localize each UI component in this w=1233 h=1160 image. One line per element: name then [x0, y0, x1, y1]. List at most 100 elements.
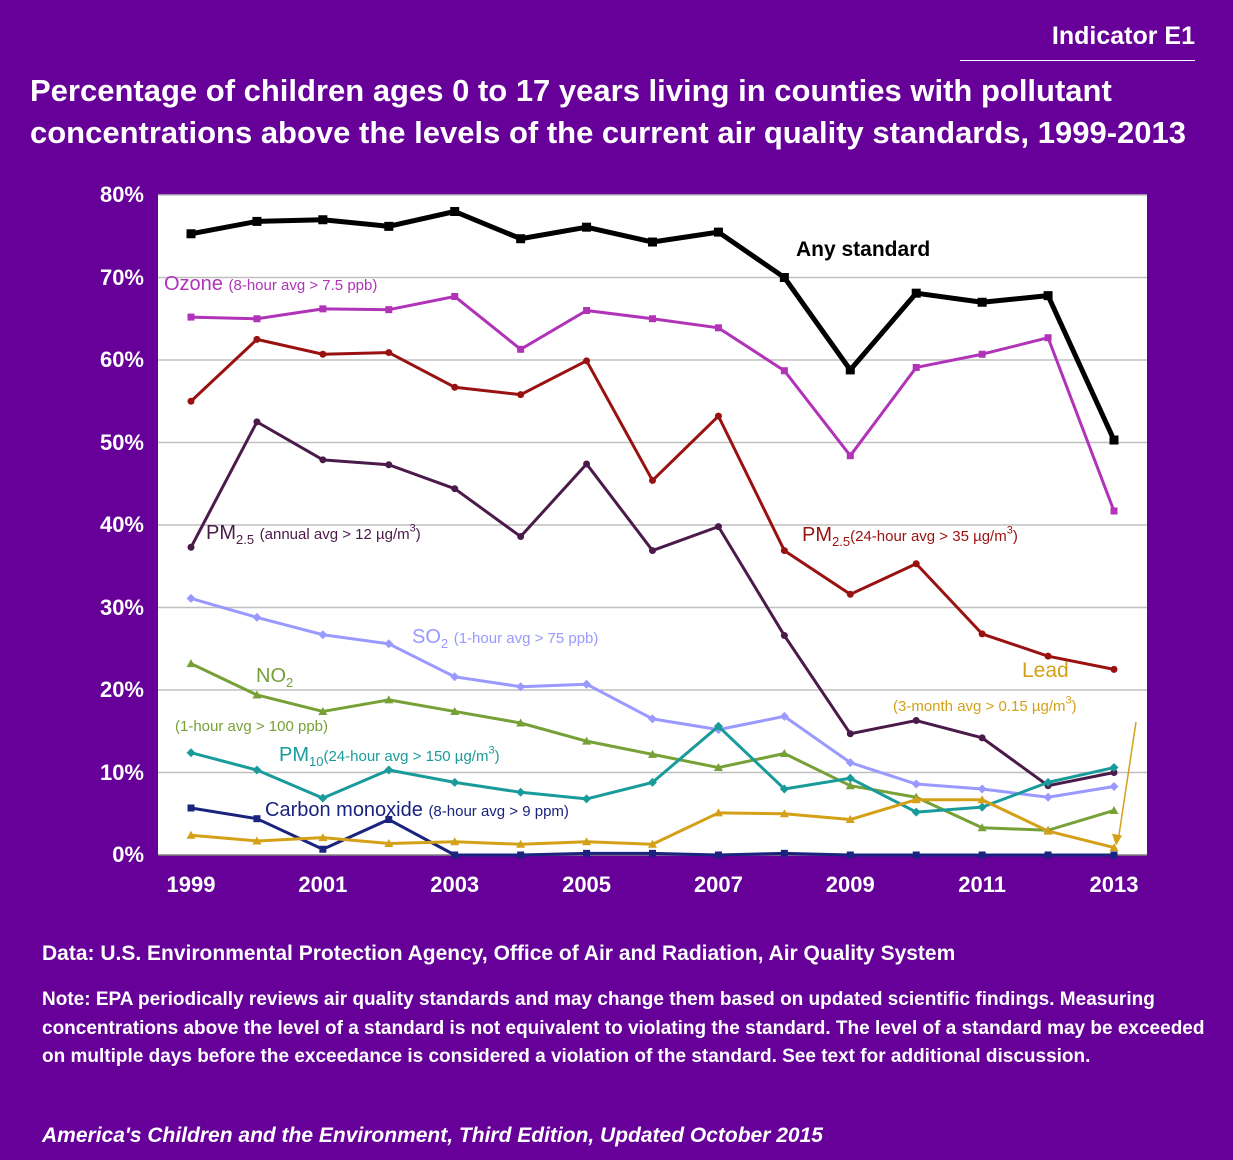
label-pm10: PM10(24-hour avg > 150 µg/m3): [279, 744, 500, 769]
data-point-pm25_annual: [978, 734, 986, 742]
data-point-no2: [977, 823, 987, 832]
data-point-co: [1110, 851, 1118, 859]
data-point-lead: [911, 795, 921, 804]
data-point-no2: [384, 695, 394, 704]
y-tick-label: 60%: [99, 347, 144, 372]
indicator-label: Indicator E1: [1051, 22, 1195, 50]
data-point-pm10: [252, 765, 262, 775]
data-point-any: [1109, 435, 1119, 445]
data-point-so2: [779, 711, 789, 721]
data-point-lead: [516, 839, 526, 848]
data-point-pm25_24: [714, 412, 722, 420]
data-point-pm25_24: [385, 349, 393, 357]
data-point-pm10: [1043, 777, 1053, 787]
x-tick-label: 2009: [825, 872, 875, 897]
cubed-superscript: 3: [1065, 694, 1072, 707]
data-point-pm25_24: [583, 357, 591, 365]
pm25-subscript: 2.5: [236, 532, 255, 547]
data-point-any: [582, 222, 592, 232]
data-point-lead: [713, 808, 723, 817]
data-point-any: [450, 207, 460, 216]
data-point-pm25_annual: [912, 717, 920, 725]
data-point-pm10: [648, 777, 657, 787]
data-point-ozone: [187, 313, 195, 321]
data-point-any: [779, 273, 789, 282]
data-point-ozone: [583, 307, 591, 314]
data-point-any: [252, 216, 262, 226]
chart-title: Percentage of children ages 0 to 17 year…: [30, 73, 1187, 150]
data-point-so2: [845, 758, 855, 768]
data-point-any: [384, 221, 394, 231]
x-tick-label: 2005: [562, 872, 612, 897]
y-tick-label: 70%: [99, 264, 144, 290]
label-ozone-standard: (8-hour avg > 7.5 ppb): [228, 277, 378, 294]
data-point-co: [253, 815, 261, 823]
pm-prefix: PM: [279, 744, 309, 766]
data-point-co: [583, 849, 591, 857]
series-line-pm25_annual: [189, 420, 1115, 788]
data-point-pm25_annual: [1110, 769, 1118, 776]
data-point-pm25_24: [780, 547, 788, 555]
data-point-co: [714, 851, 722, 859]
data-point-so2: [384, 639, 394, 649]
data-point-so2: [252, 612, 262, 622]
data-point-lead: [318, 833, 328, 842]
data-point-pm25_24: [1110, 665, 1118, 673]
data-point-pm10: [186, 748, 196, 758]
data-point-no2: [1109, 805, 1119, 814]
data-point-no2: [845, 781, 855, 790]
data-point-no2: [582, 736, 592, 745]
data-point-any: [845, 365, 855, 375]
data-point-lead: [977, 795, 987, 804]
data-point-ozone: [1110, 507, 1118, 515]
data-point-pm25_annual: [649, 547, 656, 555]
data-point-no2: [450, 706, 460, 715]
data-point-lead: [648, 839, 657, 848]
data-point-co: [780, 849, 788, 857]
data-point-ozone: [253, 315, 261, 323]
data-point-pm10: [779, 784, 789, 794]
label-pm10-standard: (24-hour avg > 150 µg/m: [323, 748, 489, 765]
close-paren: ): [1012, 528, 1018, 545]
data-point-pm10: [977, 802, 987, 812]
label-carbon-monoxide: Carbon monoxide (8-hour avg > 9 ppm): [265, 799, 569, 822]
data-point-co: [649, 849, 656, 857]
data-point-co: [451, 851, 459, 859]
pm-prefix: PM: [206, 522, 236, 544]
data-point-pm25_annual: [846, 730, 854, 738]
data-point-pm10: [516, 787, 526, 797]
data-point-pm25_24: [912, 560, 920, 568]
data-point-so2: [318, 630, 328, 640]
data-point-pm10: [1109, 763, 1119, 773]
x-tick-label: 2007: [693, 872, 743, 897]
data-point-pm10: [911, 807, 921, 817]
data-point-so2: [911, 779, 921, 789]
cubed-superscript: 3: [1006, 524, 1013, 537]
data-point-pm25_annual: [187, 543, 195, 551]
lead-arrowhead: [1112, 833, 1122, 846]
data-point-so2: [516, 682, 526, 692]
data-point-co: [846, 851, 854, 859]
data-point-pm25_annual: [385, 461, 393, 469]
data-point-co: [978, 851, 986, 859]
no2-subscript: 2: [286, 675, 294, 690]
data-point-ozone: [780, 367, 788, 375]
data-point-so2: [186, 593, 196, 603]
data-point-any: [186, 229, 196, 239]
data-point-lead: [582, 837, 592, 846]
data-point-co: [385, 816, 393, 824]
label-ozone-name: Ozone: [164, 273, 223, 295]
label-pm25-annual-standard: (annual avg > 12 µg/m: [259, 526, 410, 543]
data-point-co: [1044, 851, 1052, 859]
close-paren: ): [1071, 698, 1077, 715]
data-point-any: [1043, 291, 1053, 301]
header-rule: [960, 60, 1195, 61]
data-point-pm25_24: [319, 350, 327, 358]
y-tick-label: 30%: [99, 594, 144, 620]
data-point-no2: [252, 690, 262, 699]
label-pm25-annual: PM2.5 (annual avg > 12 µg/m3): [206, 522, 421, 547]
label-co-standard: (8-hour avg > 9 ppm): [428, 803, 569, 820]
data-point-pm25_annual: [780, 632, 788, 640]
footnote: Note: EPA periodically reviews air quali…: [42, 989, 1205, 1067]
series-line-pm25_24: [189, 337, 1115, 671]
